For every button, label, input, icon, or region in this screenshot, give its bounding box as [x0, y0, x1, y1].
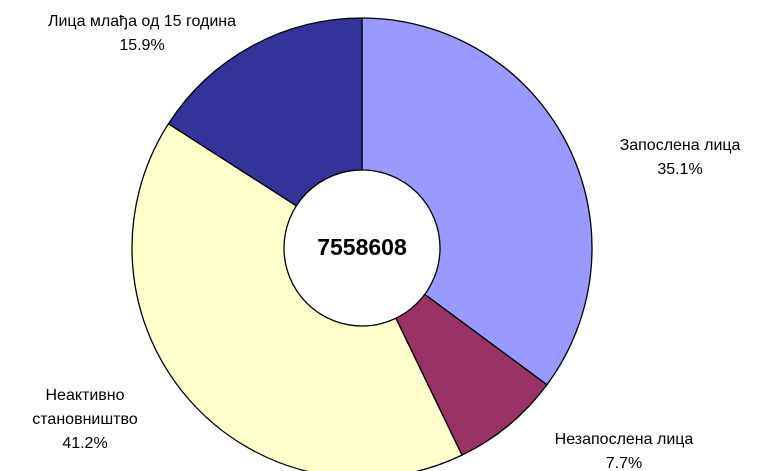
value-label: 35.1%: [657, 161, 703, 178]
slice-label: Незапослена лица 7.7%: [549, 428, 699, 471]
slice-label: Лица млађа од 15 година 15.9%: [32, 10, 252, 58]
slice-label: Неактивно становништво 41.2%: [10, 384, 160, 456]
category-name: Неактивно становништво: [32, 387, 138, 428]
donut-slice: [131, 122, 463, 471]
slice-label: Запослена лица 35.1%: [595, 134, 761, 182]
category-name: Запослена лица: [619, 137, 741, 154]
donut-hole: [283, 169, 441, 327]
value-label: 15.9%: [119, 37, 165, 54]
center-label: 7558608: [317, 234, 407, 260]
value-label: 7.7%: [605, 455, 643, 471]
category-name: Лица млађа од 15 година: [47, 13, 237, 30]
donut-slice: [361, 17, 593, 386]
category-name: Незапослена лица: [554, 431, 694, 448]
value-label: 41.2%: [62, 435, 108, 452]
